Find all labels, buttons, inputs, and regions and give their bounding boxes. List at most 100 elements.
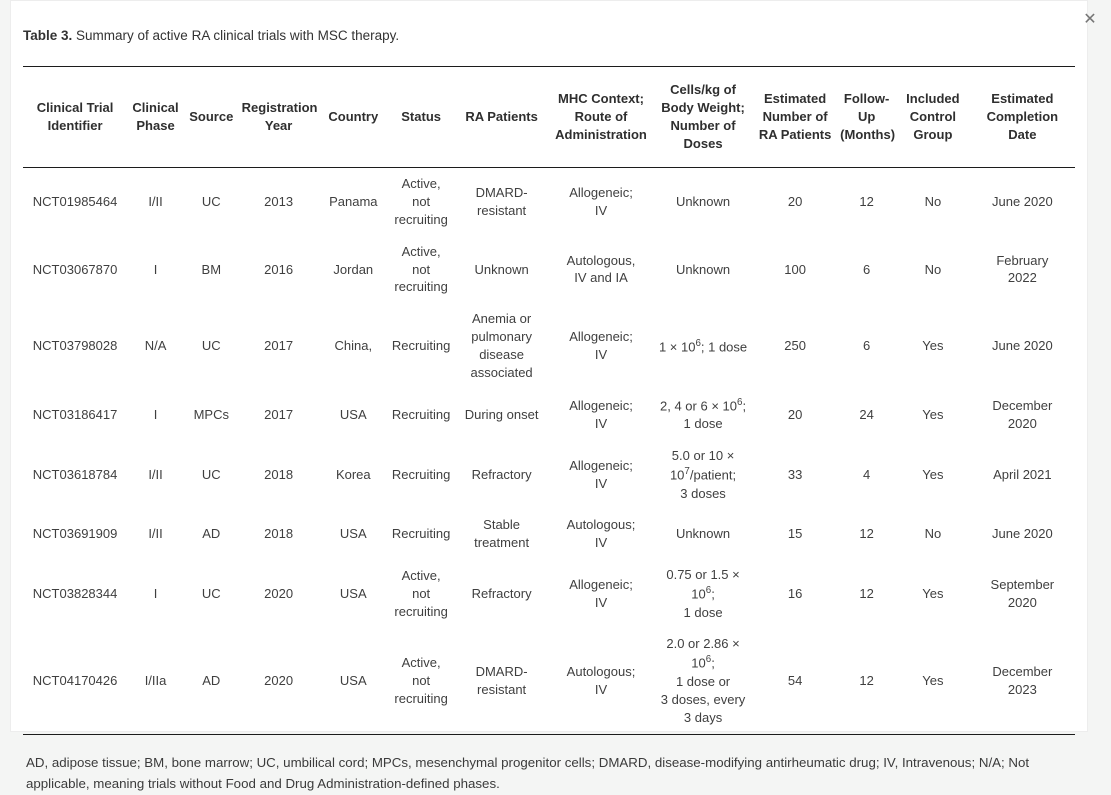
table-cell: NCT03618784 — [23, 440, 127, 509]
table-cell: USA — [319, 628, 388, 734]
table-cell: Yes — [896, 389, 970, 440]
table-cell: Active, not recruiting — [388, 628, 454, 734]
table-cell: December 2020 — [970, 389, 1075, 440]
table-cell: UC — [184, 167, 239, 235]
table-cell: Yes — [896, 303, 970, 389]
table-cell: June 2020 — [970, 167, 1075, 235]
table-body: NCT01985464 I/II UC 2013 Panama Active, … — [23, 167, 1075, 734]
column-header-country: Country — [319, 67, 388, 168]
table-cell: 2020 — [239, 559, 319, 628]
clinical-trials-table: Clinical Trial Identifier Clinical Phase… — [23, 66, 1075, 735]
table-cell: No — [896, 236, 970, 304]
table-cell: 2020 — [239, 628, 319, 734]
table-header: Clinical Trial Identifier Clinical Phase… — [23, 67, 1075, 168]
table-cell: Recruiting — [388, 440, 454, 509]
table-cell: Anemia or pulmonary disease associated — [454, 303, 549, 389]
table-cell: 15 — [753, 509, 837, 559]
table-cell: Recruiting — [388, 509, 454, 559]
table-cell: 12 — [837, 509, 896, 559]
table-cell: 2018 — [239, 509, 319, 559]
table-cell: NCT03186417 — [23, 389, 127, 440]
table-cell: I — [127, 389, 184, 440]
table-cell: USA — [319, 509, 388, 559]
table-cell: Allogeneic; IV — [549, 167, 653, 235]
table-cell: 2018 — [239, 440, 319, 509]
table-cell: 2013 — [239, 167, 319, 235]
table-cell: NCT01985464 — [23, 167, 127, 235]
table-cell: 100 — [753, 236, 837, 304]
table-row: NCT03828344 I UC 2020 USA Active, not re… — [23, 559, 1075, 628]
table-cell: Active, not recruiting — [388, 167, 454, 235]
table-cell: AD — [184, 509, 239, 559]
table-cell: June 2020 — [970, 509, 1075, 559]
table-cell: 4 — [837, 440, 896, 509]
column-header-status: Status — [388, 67, 454, 168]
table-row: NCT03186417 I MPCs 2017 USA Recruiting D… — [23, 389, 1075, 440]
table-row: NCT03798028 N/A UC 2017 China, Recruitin… — [23, 303, 1075, 389]
table-cell: UC — [184, 303, 239, 389]
table-cell: China, — [319, 303, 388, 389]
table-cell: Korea — [319, 440, 388, 509]
table-cell: No — [896, 167, 970, 235]
table-cell: 12 — [837, 559, 896, 628]
column-header-phase: Clinical Phase — [127, 67, 184, 168]
table-cell: 16 — [753, 559, 837, 628]
table-cell: 6 — [837, 236, 896, 304]
table-cell: I/II — [127, 167, 184, 235]
table-cell: Active, not recruiting — [388, 559, 454, 628]
table-row: NCT01985464 I/II UC 2013 Panama Active, … — [23, 167, 1075, 235]
table-caption-label: Table 3. — [23, 28, 72, 43]
column-header-completion-date: Estimated Completion Date — [970, 67, 1075, 168]
table-cell: 1 × 106; 1 dose — [653, 303, 753, 389]
table-cell: June 2020 — [970, 303, 1075, 389]
table-cell: 12 — [837, 167, 896, 235]
close-icon: ✕ — [1083, 9, 1096, 29]
table-row: NCT03618784 I/II UC 2018 Korea Recruitin… — [23, 440, 1075, 509]
table-cell: No — [896, 509, 970, 559]
table-cell: NCT03691909 — [23, 509, 127, 559]
table-cell: Unknown — [653, 236, 753, 304]
table-row: NCT03067870 I BM 2016 Jordan Active, not… — [23, 236, 1075, 304]
table-row: NCT03691909 I/II AD 2018 USA Recruiting … — [23, 509, 1075, 559]
table-cell: NCT03828344 — [23, 559, 127, 628]
table-cell: N/A — [127, 303, 184, 389]
table-cell: I — [127, 236, 184, 304]
table-cell: Stable treatment — [454, 509, 549, 559]
table-cell: I — [127, 559, 184, 628]
header-row: Clinical Trial Identifier Clinical Phase… — [23, 67, 1075, 168]
table-cell: 2.0 or 2.86 × 106; 1 dose or 3 doses, ev… — [653, 628, 753, 734]
table-cell: Allogeneic; IV — [549, 440, 653, 509]
table-cell: 250 — [753, 303, 837, 389]
table-cell: USA — [319, 389, 388, 440]
table-cell: Jordan — [319, 236, 388, 304]
column-header-control-group: Included Control Group — [896, 67, 970, 168]
table-cell: 24 — [837, 389, 896, 440]
table-cell: Recruiting — [388, 303, 454, 389]
table-cell: I/II — [127, 509, 184, 559]
table-cell: BM — [184, 236, 239, 304]
table-cell: MPCs — [184, 389, 239, 440]
table-cell: 5.0 or 10 × 107/patient; 3 doses — [653, 440, 753, 509]
table-cell: Allogeneic; IV — [549, 559, 653, 628]
table-cell: 2017 — [239, 389, 319, 440]
table-cell: Refractory — [454, 559, 549, 628]
table-cell: NCT03067870 — [23, 236, 127, 304]
table-cell: DMARD- resistant — [454, 167, 549, 235]
table-cell: I/IIa — [127, 628, 184, 734]
column-header-ra-patients: RA Patients — [454, 67, 549, 168]
table-cell: Allogeneic; IV — [549, 389, 653, 440]
column-header-trial-id: Clinical Trial Identifier — [23, 67, 127, 168]
table-cell: Yes — [896, 559, 970, 628]
table-cell: Autologous, IV and IA — [549, 236, 653, 304]
table-cell: DMARD- resistant — [454, 628, 549, 734]
table-cell: 12 — [837, 628, 896, 734]
table-row: NCT04170426 I/IIa AD 2020 USA Active, no… — [23, 628, 1075, 734]
close-button[interactable]: ✕ — [1079, 8, 1101, 30]
table-caption-text: Summary of active RA clinical trials wit… — [72, 28, 399, 43]
column-header-follow-up: Follow- Up (Months) — [837, 67, 896, 168]
column-header-source: Source — [184, 67, 239, 168]
table-cell: 33 — [753, 440, 837, 509]
table-cell: Active, not recruiting — [388, 236, 454, 304]
table-cell: 6 — [837, 303, 896, 389]
table-cell: During onset — [454, 389, 549, 440]
